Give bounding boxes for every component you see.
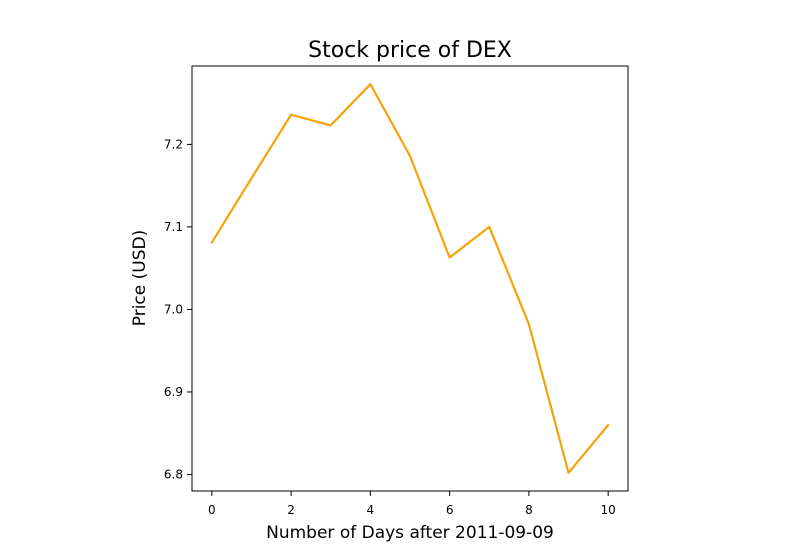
y-axis-label: Price (USD) [130,230,150,326]
chart-title: Stock price of DEX [308,38,512,63]
x-axis: 0 2 4 6 8 10 [208,491,616,517]
y-tick-label: 6.8 [164,467,183,481]
plot-frame [191,65,629,492]
y-tick-label: 7.2 [164,137,183,151]
y-tick-label: 7.1 [164,220,183,234]
y-tick-label: 7.0 [164,302,183,316]
x-tick-label: 4 [367,503,375,517]
y-tick-label: 6.9 [164,385,183,399]
x-tick-label: 2 [287,503,295,517]
x-tick-label: 0 [208,503,216,517]
x-axis-label: Number of Days after 2011-09-09 [266,523,554,543]
plot-area [210,83,610,474]
x-tick-label: 10 [601,503,616,517]
y-axis: 6.8 6.9 7.0 7.1 7.2 [164,137,192,481]
x-tick-label: 6 [446,503,454,517]
series-line [210,83,610,474]
x-tick-label: 8 [525,503,533,517]
